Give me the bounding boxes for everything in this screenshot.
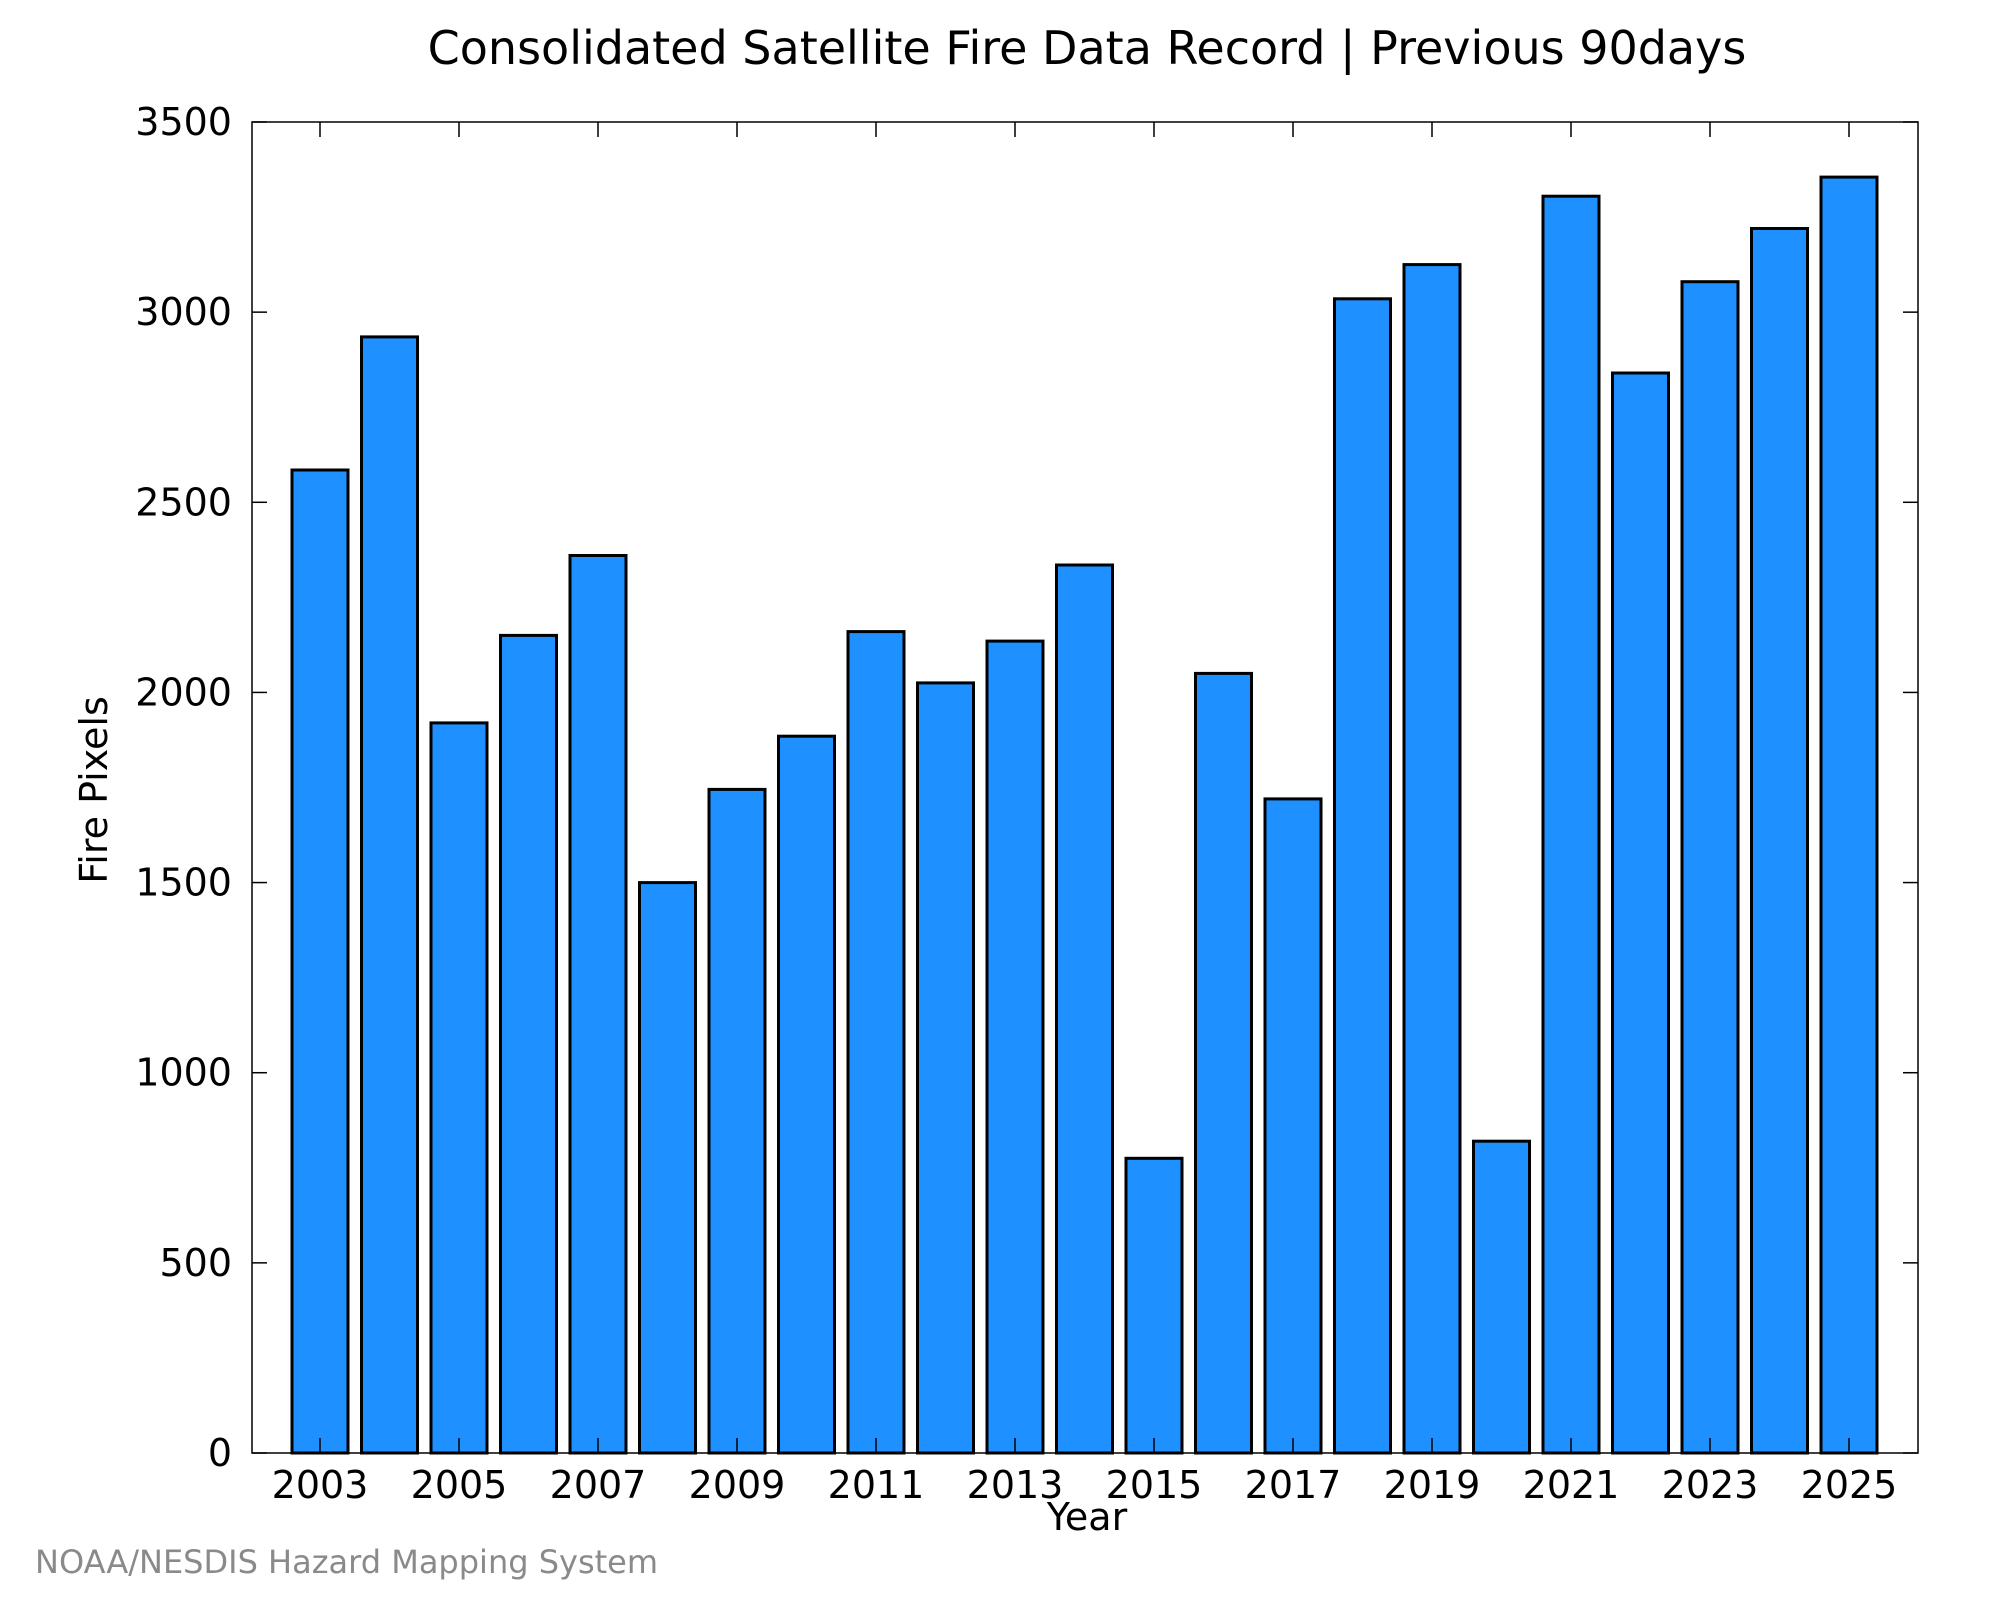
y-tick-label: 2500	[135, 480, 232, 524]
x-tick-label: 2007	[550, 1463, 647, 1507]
y-tick-label: 3000	[135, 290, 232, 334]
bar-2025	[1819, 175, 1879, 1455]
bar-2020	[1472, 1139, 1531, 1455]
y-tick-label: 1000	[135, 1051, 232, 1095]
x-axis-label: Year	[1046, 1495, 1128, 1539]
bar-2019	[1402, 263, 1462, 1455]
chart-title: Consolidated Satellite Fire Data Record …	[428, 21, 1747, 76]
y-tick-label: 2000	[135, 670, 232, 714]
bar-2016	[1194, 671, 1253, 1455]
credit-text: NOAA/NESDIS Hazard Mapping System	[35, 1543, 658, 1581]
bar-2013	[985, 639, 1045, 1455]
x-tick-labels: 2003 2005 2007 2009 2011 2013 2015 2017 2019 2021…	[272, 1463, 1898, 1507]
x-tick-label: 2025	[1801, 1463, 1898, 1507]
bar-2014	[1055, 563, 1114, 1455]
y-tick-label: 0	[208, 1431, 232, 1475]
bar-2022	[1611, 371, 1670, 1455]
bar-2012	[916, 681, 975, 1455]
bar-2003	[290, 468, 350, 1455]
bar-2005	[429, 721, 489, 1455]
bars-group	[290, 175, 1879, 1455]
x-tick-label: 2015	[1106, 1463, 1203, 1507]
ticks-group	[252, 121, 1918, 1454]
x-tick-label: 2023	[1662, 1463, 1759, 1507]
x-tick-label: 2003	[272, 1463, 369, 1507]
x-tick-label: 2013	[967, 1463, 1064, 1507]
bar-2006	[499, 633, 558, 1455]
bar-2017	[1263, 797, 1323, 1455]
bar-2015	[1124, 1156, 1184, 1455]
x-tick-label: 2021	[1523, 1463, 1620, 1507]
y-axis-label: Fire Pixels	[72, 696, 116, 884]
bar-2009	[707, 787, 767, 1455]
bar-2023	[1680, 280, 1740, 1455]
bar-2018	[1333, 297, 1392, 1455]
x-tick-label: 2009	[689, 1463, 786, 1507]
bar-2011	[846, 630, 906, 1455]
bar-2004	[360, 335, 419, 1455]
y-tick-label: 1500	[135, 861, 232, 905]
y-tick-label: 500	[159, 1241, 232, 1285]
x-tick-label: 2019	[1384, 1463, 1481, 1507]
bar-2010	[777, 734, 836, 1455]
bar-2007	[568, 554, 628, 1455]
y-tick-label: 3500	[135, 100, 232, 144]
plot-frame	[251, 121, 1919, 1454]
x-tick-label: 2005	[411, 1463, 508, 1507]
x-tick-label: 2017	[1245, 1463, 1342, 1507]
bar-2008	[638, 881, 697, 1455]
bar-2024	[1750, 227, 1809, 1455]
x-tick-label: 2011	[828, 1463, 925, 1507]
y-tick-labels: 0 500 1000 1500 2000 2500 3000 3500	[135, 100, 232, 1475]
bar-2021	[1541, 194, 1601, 1455]
